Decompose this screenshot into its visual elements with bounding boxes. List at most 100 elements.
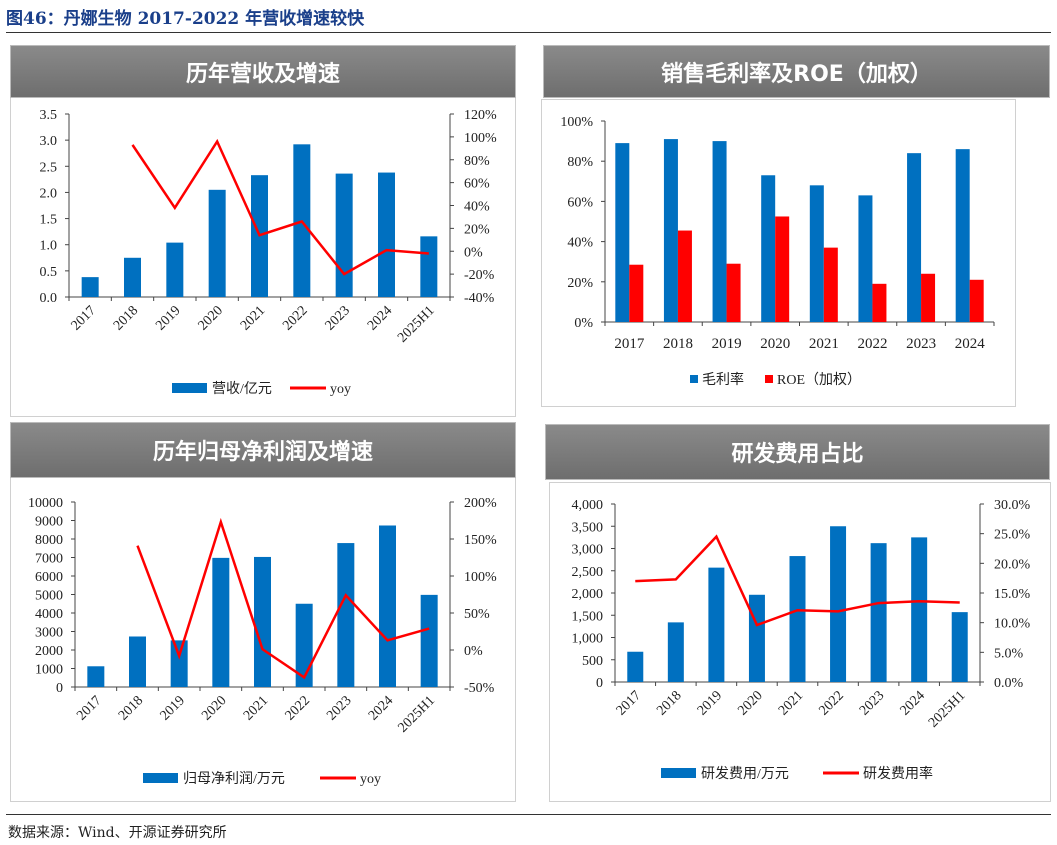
bar xyxy=(629,264,644,322)
panel-title: 研发费用占比 xyxy=(731,442,864,467)
bar xyxy=(708,567,725,682)
y-tick-label: 1,000 xyxy=(572,632,604,647)
bar xyxy=(870,543,887,682)
y2-tick-label: 20% xyxy=(464,222,490,237)
bar xyxy=(712,141,727,322)
y2-tick-label: 5.0% xyxy=(994,646,1024,661)
y2-tick-label: 20.0% xyxy=(994,557,1031,572)
bar xyxy=(335,173,353,297)
y2-tick-label: 30.0% xyxy=(994,498,1031,513)
bar xyxy=(615,143,630,322)
bar xyxy=(337,543,355,687)
bar xyxy=(761,175,776,322)
x-tick-label: 2025H1 xyxy=(395,693,438,736)
x-tick-label: 2022 xyxy=(816,688,846,718)
line-series xyxy=(136,517,430,680)
x-tick-label: 2019 xyxy=(695,688,725,718)
bar xyxy=(951,612,968,682)
bar xyxy=(667,622,684,682)
y-tick-label: 40% xyxy=(567,236,593,251)
x-tick-label: 2023 xyxy=(857,688,887,718)
panel-title: 销售毛利率及ROE（加权） xyxy=(661,61,932,87)
bar xyxy=(208,189,226,297)
source-note: 数据来源：Wind、开源证券研究所 xyxy=(8,825,227,841)
y-tick-label: 10000 xyxy=(28,496,63,511)
y2-tick-label: 80% xyxy=(464,154,490,169)
bar xyxy=(775,216,790,322)
y2-tick-label: 200% xyxy=(464,496,497,511)
y-tick-label: 0.5 xyxy=(40,265,58,280)
y2-tick-label: 0% xyxy=(464,245,483,260)
x-tick-label: 2017 xyxy=(614,336,645,352)
x-tick-label: 2024 xyxy=(898,688,928,718)
panel-title: 历年营收及增速 xyxy=(185,61,340,87)
panel-profit-header: 历年归母净利润及增速 xyxy=(10,422,516,478)
x-tick-label: 2022 xyxy=(280,303,310,333)
y-tick-label: 9000 xyxy=(35,515,63,530)
bar xyxy=(955,149,970,322)
x-tick-label: 2017 xyxy=(74,693,104,723)
legend-label: 研发费用率 xyxy=(863,765,933,782)
y-tick-label: 8000 xyxy=(35,533,63,548)
x-tick-label: 2022 xyxy=(283,693,313,723)
x-tick-label: 2019 xyxy=(712,336,742,352)
y-tick-label: 20% xyxy=(567,276,593,291)
y-tick-label: 1,500 xyxy=(572,609,604,624)
legend-label: 研发费用/万元 xyxy=(701,766,789,782)
y-tick-label: 3,500 xyxy=(572,520,604,535)
y2-tick-label: 10.0% xyxy=(994,617,1031,632)
y2-tick-label: 40% xyxy=(464,200,490,215)
x-tick-label: 2021 xyxy=(241,693,271,723)
y2-tick-label: 0% xyxy=(464,644,483,659)
legend-swatch-bar xyxy=(661,768,696,778)
y-tick-label: 4000 xyxy=(35,607,63,622)
panel-rd-header: 研发费用占比 xyxy=(545,424,1050,480)
bar xyxy=(748,594,765,682)
y-tick-label: 2.0 xyxy=(40,186,58,201)
legend-label: yoy xyxy=(330,382,351,397)
y-tick-label: 1.5 xyxy=(40,213,58,228)
y2-tick-label: 100% xyxy=(464,131,497,146)
y2-tick-label: 25.0% xyxy=(994,528,1031,543)
figure-title: 图46：丹娜生物 2017-2022 年营收增速较快 xyxy=(6,9,365,29)
legend-label: 归母净利润/万元 xyxy=(183,770,285,787)
x-tick-label: 2020 xyxy=(196,303,226,333)
y-tick-label: 3,000 xyxy=(572,543,604,558)
legend-swatch-bar xyxy=(765,375,773,383)
y-tick-label: 500 xyxy=(582,654,603,669)
y-tick-label: 2,500 xyxy=(572,565,604,580)
bar xyxy=(858,195,873,322)
x-tick-label: 2024 xyxy=(365,303,395,333)
y-tick-label: 7000 xyxy=(35,552,63,567)
x-tick-label: 2017 xyxy=(69,303,99,333)
y-tick-label: 1.0 xyxy=(40,239,58,254)
bar xyxy=(420,594,438,687)
y-tick-label: 80% xyxy=(567,155,593,170)
legend-label: ROE（加权） xyxy=(777,372,861,388)
x-tick-label: 2020 xyxy=(199,693,229,723)
y-tick-label: 2000 xyxy=(35,644,63,659)
legend-label: 毛利率 xyxy=(702,371,744,388)
bar xyxy=(254,556,271,687)
title-rule xyxy=(6,32,1051,33)
legend-swatch-bar xyxy=(690,375,698,383)
x-tick-label: 2020 xyxy=(760,336,790,352)
bar xyxy=(627,651,644,682)
panel-margin-header: 销售毛利率及ROE（加权） xyxy=(543,45,1050,98)
y-tick-label: 100% xyxy=(560,115,593,130)
y2-tick-label: -40% xyxy=(464,291,495,306)
y-tick-label: 0.0 xyxy=(40,291,58,306)
bar xyxy=(81,277,99,297)
y-tick-label: 60% xyxy=(567,195,593,210)
x-tick-label: 2025H1 xyxy=(926,688,969,731)
bar xyxy=(872,283,887,322)
x-tick-label: 2019 xyxy=(158,693,188,723)
bar xyxy=(789,556,806,682)
x-tick-label: 2023 xyxy=(906,336,936,352)
x-tick-label: 2021 xyxy=(809,336,839,352)
y2-tick-label: 60% xyxy=(464,177,490,192)
x-tick-label: 2023 xyxy=(323,303,353,333)
y2-tick-label: 15.0% xyxy=(994,587,1031,602)
y2-tick-label: 120% xyxy=(464,108,497,123)
